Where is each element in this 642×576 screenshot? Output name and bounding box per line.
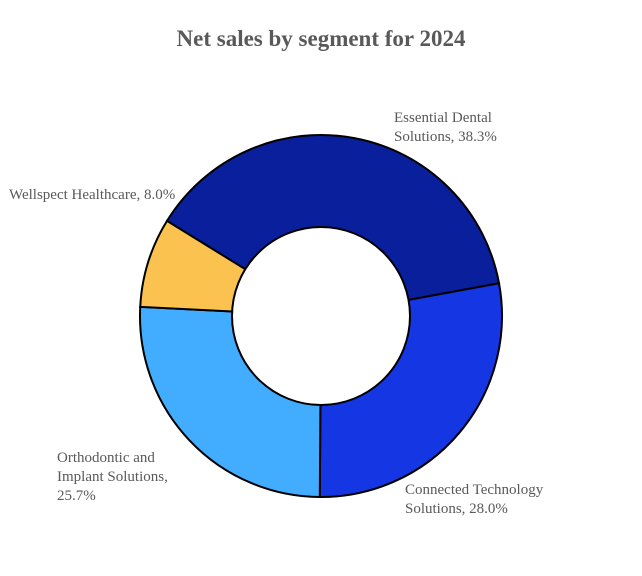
- donut-hole: [231, 226, 411, 406]
- label-line: Wellspect Healthcare, 8.0%: [9, 187, 175, 203]
- label-line: Essential Dental: [394, 110, 492, 126]
- label-line: Solutions, 28.0%: [405, 501, 508, 517]
- label-line: 25.7%: [57, 488, 96, 504]
- chart-title: Net sales by segment for 2024: [177, 26, 466, 51]
- label-essential-dental: Essential Dental Solutions, 38.3%: [394, 110, 497, 145]
- label-orthodontic-implant: Orthodontic and Implant Solutions, 25.7%: [57, 450, 172, 504]
- label-line: Orthodontic and: [57, 450, 155, 466]
- label-line: Implant Solutions,: [57, 469, 168, 485]
- label-line: Solutions, 38.3%: [394, 129, 497, 145]
- label-connected-technology: Connected Technology Solutions, 28.0%: [405, 482, 547, 517]
- label-wellspect-healthcare: Wellspect Healthcare, 8.0%: [9, 187, 175, 203]
- label-line: Connected Technology: [405, 482, 544, 498]
